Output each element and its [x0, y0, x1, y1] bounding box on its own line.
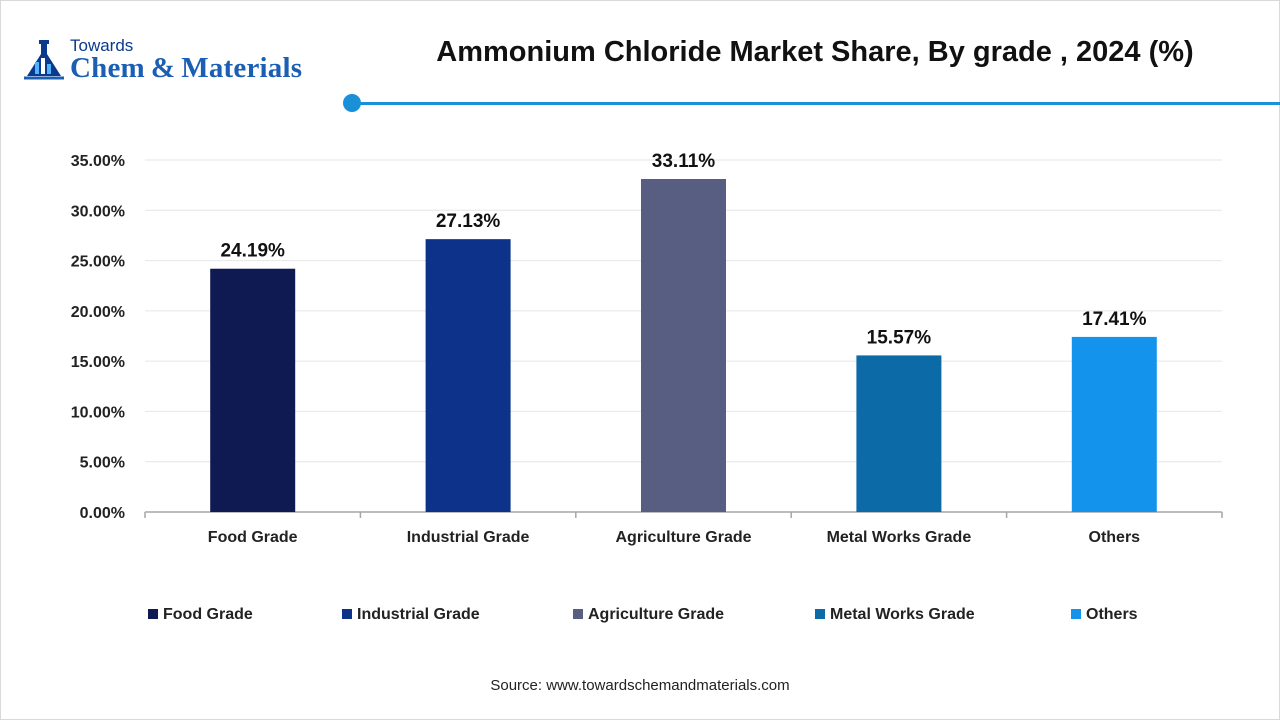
y-tick-label: 0.00% [80, 505, 125, 522]
bar-value-label: 27.13% [436, 211, 501, 232]
y-tick-label: 5.00% [80, 455, 125, 472]
legend-swatch [815, 609, 825, 619]
legend-label: Metal Works Grade [830, 606, 975, 623]
legend-swatch [342, 609, 352, 619]
bar [1071, 336, 1157, 512]
x-tick-label: Food Grade [208, 529, 298, 546]
legend-swatch [1071, 609, 1081, 619]
bar-value-label: 33.11% [652, 151, 715, 172]
bar-value-label: 15.57% [867, 327, 932, 348]
source-note: Source: www.towardschemandmaterials.com [490, 677, 790, 694]
title-underline [352, 102, 1280, 105]
bar-value-label: 17.41% [1082, 309, 1147, 330]
y-tick-label: 20.00% [71, 304, 125, 321]
bar [425, 239, 511, 512]
bar-value-label: 24.19% [220, 241, 285, 262]
brand-logo: Towards Chem & Materials [22, 34, 342, 86]
x-tick-label: Agriculture Grade [615, 529, 751, 546]
x-tick-label: Metal Works Grade [827, 529, 972, 546]
bar [641, 179, 726, 512]
y-tick-label: 10.00% [71, 404, 125, 421]
legend-label: Agriculture Grade [588, 606, 724, 623]
y-tick-label: 25.00% [71, 254, 125, 271]
title-underline-dot [343, 94, 361, 112]
legend-swatch [148, 609, 158, 619]
legend-label: Food Grade [163, 606, 253, 623]
logo-text-top: Towards [70, 36, 134, 55]
legend-label: Industrial Grade [357, 606, 480, 623]
bar [856, 355, 942, 512]
logo-text-main: Chem & Materials [70, 52, 303, 84]
chart-title: Ammonium Chloride Market Share, By grade… [436, 36, 1194, 68]
flask-icon [24, 40, 64, 80]
x-tick-label: Others [1089, 529, 1141, 546]
bar [210, 268, 296, 512]
x-tick-label: Industrial Grade [407, 529, 530, 546]
y-tick-label: 30.00% [71, 203, 125, 220]
legend-swatch [573, 609, 583, 619]
y-tick-label: 15.00% [71, 354, 125, 371]
legend-label: Others [1086, 606, 1138, 623]
y-tick-label: 35.00% [71, 153, 125, 170]
